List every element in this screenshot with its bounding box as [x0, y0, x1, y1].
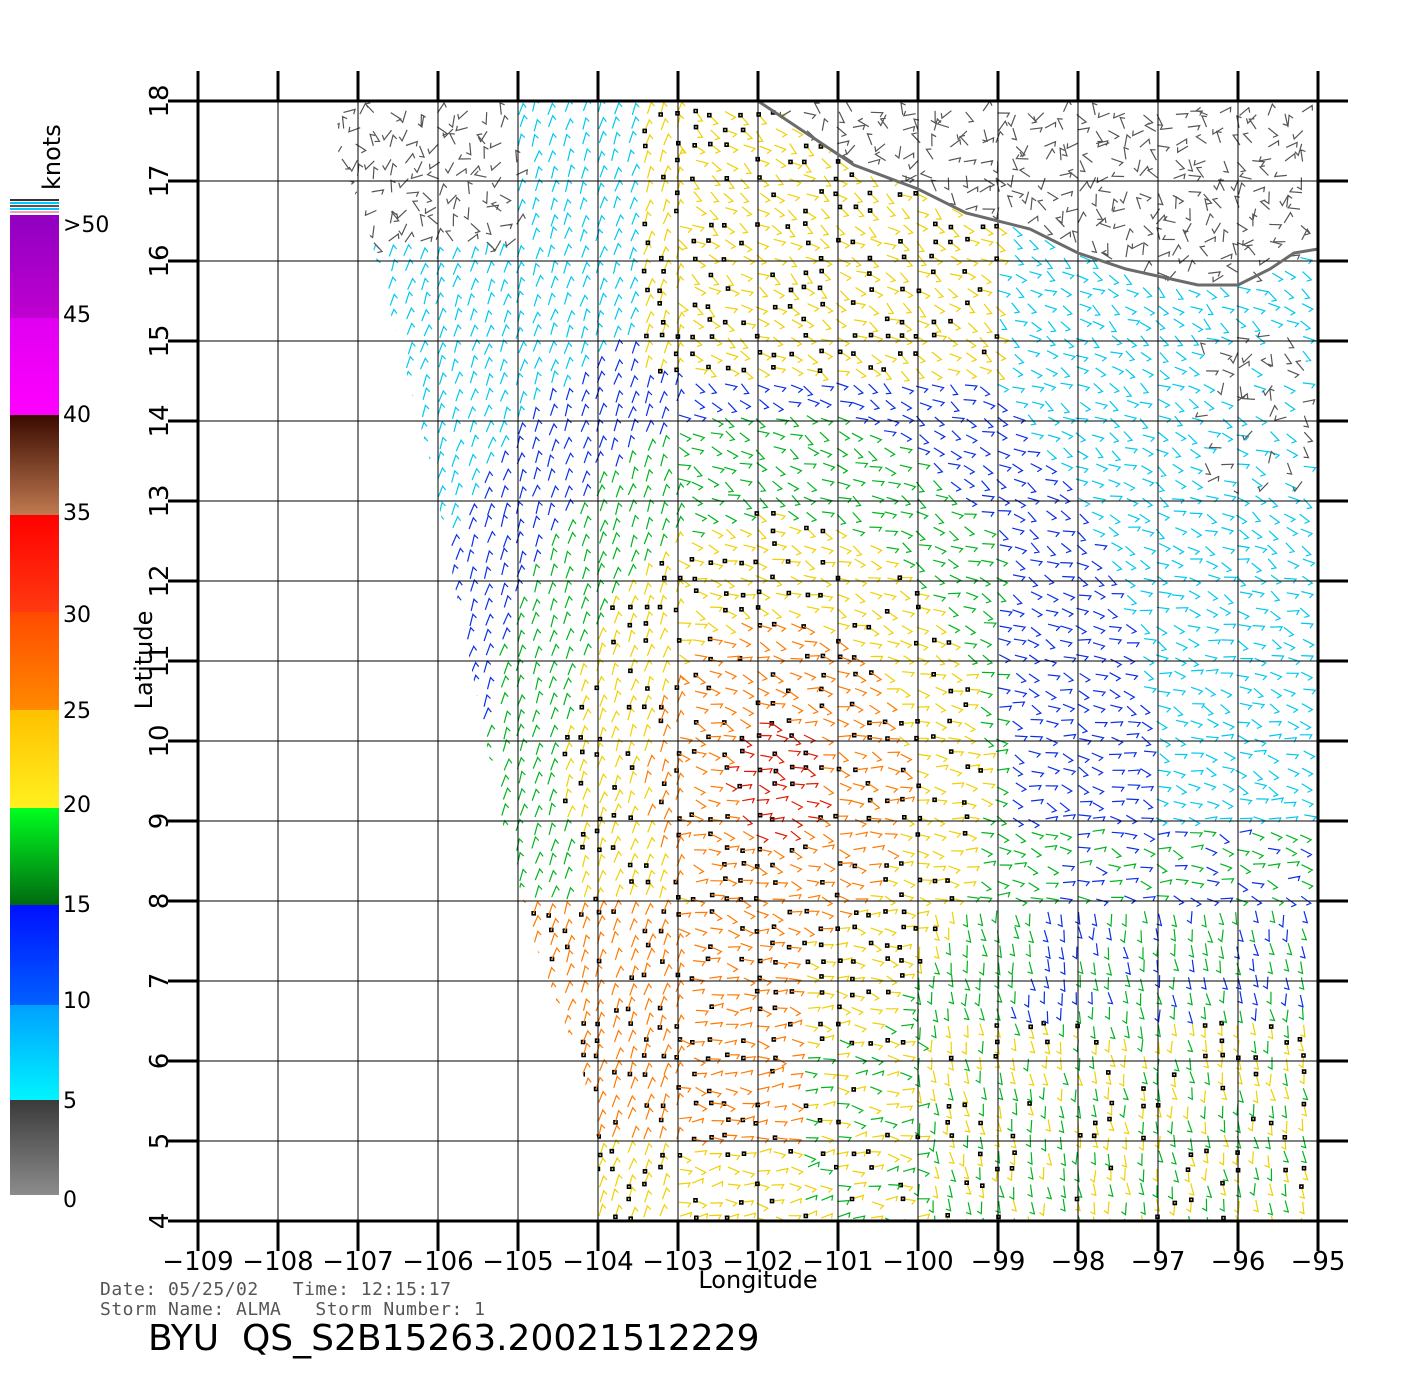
x-tick-label: −97	[1131, 1247, 1186, 1277]
y-axis-title: Latitude	[130, 611, 158, 710]
legend-strip	[10, 202, 59, 204]
x-tick-label: −102	[722, 1247, 793, 1277]
legend-strip	[10, 199, 59, 201]
y-tick-label: 14	[145, 404, 175, 437]
wind-barb-group	[483, 415, 1314, 1221]
storm-info-line: Storm Name: ALMA Storm Number: 1	[100, 1299, 486, 1320]
legend-color-bands	[10, 199, 59, 1195]
legend-strip	[10, 205, 59, 207]
legend-tick-label: 5	[63, 1089, 77, 1114]
x-tick-label: −108	[242, 1247, 313, 1277]
y-tick-label: 4	[145, 1213, 175, 1230]
plot-frame	[168, 71, 1348, 1251]
legend-band	[10, 1100, 59, 1195]
legend-tick-label: 15	[63, 893, 91, 918]
legend-tick-label: >50	[63, 213, 109, 238]
y-tick-label: 9	[145, 813, 175, 830]
legend-band	[10, 1005, 59, 1100]
x-tick-label: −106	[402, 1247, 473, 1277]
legend-band	[10, 612, 59, 710]
legend-tick-labels: >50 45 40 35 30 25 20 15 10 5 0	[63, 213, 109, 1213]
legend-tick-label: 35	[63, 501, 91, 526]
legend-strip	[10, 211, 59, 213]
legend-band	[10, 905, 59, 1005]
y-tick-label: 12	[145, 564, 175, 597]
x-tick-labels: −109 −108 −107 −106 −105 −104 −103 −102 −101 −100…	[162, 1247, 1345, 1277]
x-tick-label: −99	[971, 1247, 1026, 1277]
date-time-line: Date: 05/25/02 Time: 12:15:17	[100, 1279, 452, 1300]
y-tick-label: 16	[145, 244, 175, 277]
legend-tick-label: 45	[63, 303, 91, 328]
legend-tick-label: 0	[63, 1188, 77, 1213]
y-tick-label: 7	[145, 973, 175, 990]
y-tick-label: 18	[145, 84, 175, 117]
wind-barb-group	[334, 101, 1309, 1221]
coastline	[342, 99, 1319, 287]
x-tick-label: −109	[162, 1247, 233, 1277]
legend-band	[10, 515, 59, 612]
y-tick-label: 6	[145, 1053, 175, 1070]
legend-tick-label: 20	[63, 793, 91, 818]
y-tick-label: 5	[145, 1133, 175, 1150]
y-tick-label: 15	[145, 324, 175, 357]
x-tick-label: −96	[1211, 1247, 1266, 1277]
x-tick-label: −103	[642, 1247, 713, 1277]
wind-barb-group	[725, 722, 833, 844]
legend-strip	[10, 208, 59, 210]
legend-unit-label: knots	[38, 124, 66, 190]
x-tick-label: −98	[1051, 1247, 1106, 1277]
x-tick-label: −100	[882, 1247, 953, 1277]
y-tick-label: 11	[145, 644, 175, 677]
legend-band	[10, 318, 59, 415]
legend-tick-label: 10	[63, 989, 91, 1014]
wind-barbs	[334, 101, 1318, 1221]
y-tick-label: 17	[145, 164, 175, 197]
legend-tick-label: 40	[63, 403, 91, 428]
legend-band	[10, 808, 59, 905]
legend-tick-label: 30	[63, 603, 91, 628]
y-tick-label: 8	[145, 893, 175, 910]
wind-barb-group	[334, 622, 916, 1146]
lat-lon-grid	[198, 101, 1318, 1221]
file-identifier: BYU QS_S2B15263.20021512229	[148, 1318, 760, 1359]
y-tick-labels: 4 5 6 7 8 9 10 11 12 13 14 15 16 17 18	[145, 84, 175, 1229]
x-axis-title: Longitude	[698, 1266, 817, 1294]
legend-tick-label: 25	[63, 699, 91, 724]
wind-barb-group	[334, 101, 1318, 899]
y-tick-label: 10	[145, 724, 175, 757]
x-tick-label: −95	[1291, 1247, 1346, 1277]
y-tick-label: 13	[145, 484, 175, 517]
legend-band	[10, 215, 59, 318]
x-tick-label: −105	[482, 1247, 553, 1277]
x-tick-label: −107	[322, 1247, 393, 1277]
speed-legend: knots >50 45 40 35 30 25 20 15 10 5 0	[10, 124, 109, 1213]
legend-band	[10, 415, 59, 515]
x-tick-label: −104	[562, 1247, 633, 1277]
x-tick-label: −101	[802, 1247, 873, 1277]
legend-band	[10, 710, 59, 808]
